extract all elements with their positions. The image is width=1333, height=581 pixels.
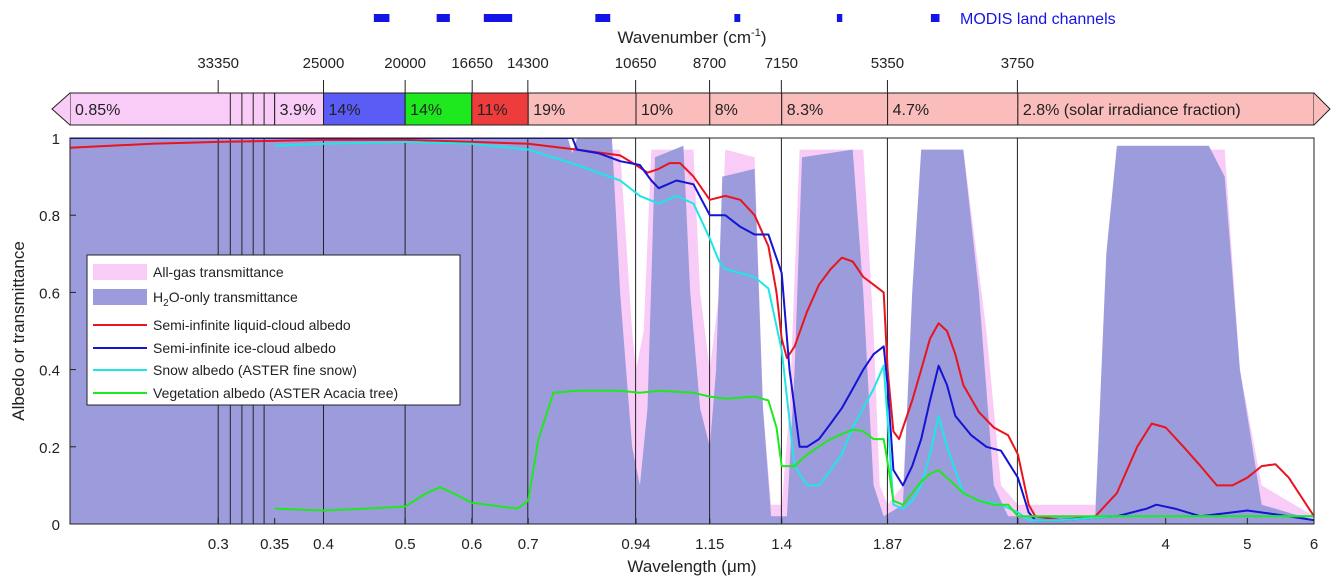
transmittance-areas [70,138,1314,524]
x-tick-label: 0.4 [313,536,334,553]
modis-channel-2 [483,14,513,22]
y-tick-label: 0.8 [39,208,60,225]
area-series-1 [70,138,1314,524]
modis-channels [373,14,940,22]
solar-band-label: 19% [533,102,565,119]
solar-band-9 [887,92,1019,126]
solar-band-bar: 0.85% 3.9% 14% 14% 11% 19% 10% 8% 8.3% 4.7% 2.8% (… [51,92,1331,126]
wavenumber-tick-label: 5350 [871,55,904,72]
x-tick-label: 5 [1243,536,1251,553]
wavenumber-tick-label: 3750 [1001,55,1034,72]
wavenumber-tick-label: 33350 [197,55,239,72]
solar-band-label: 2.8% (solar irradiance fraction) [1023,102,1241,119]
x-tick-label: 1.4 [771,536,792,553]
solar-band-2 [323,92,406,126]
wavenumber-tick-label: 7150 [765,55,798,72]
solar-band-label: 3.9% [280,102,316,119]
solar-band-label: 14% [329,102,361,119]
wavenumber-tick-label: 10650 [615,55,657,72]
solar-band-0 [69,92,276,126]
solar-band-7 [709,92,783,126]
x-axis-label: Wavelength (μm) [627,557,756,576]
x-tick-label: 0.35 [260,536,289,553]
top-axis-label: Wavenumber (cm-1) [618,27,767,47]
x-tick-label: 2.67 [1003,536,1032,553]
legend-label-0: All-gas transmittance [153,264,284,280]
legend-swatch-1 [93,289,147,305]
y-tick-label: 0 [52,517,60,534]
y-tick-label: 0.2 [39,440,60,457]
solar-band-label: 14% [410,102,442,119]
x-tick-label: 0.3 [208,536,229,553]
wavenumber-tick-label: 20000 [384,55,426,72]
x-axis: 0.3 0.35 0.4 0.5 0.6 0.7 0.94 1.15 1.4 1.87 2.67 4 5… [208,518,1318,553]
x-tick-label: 0.6 [461,536,482,553]
line-series-0 [70,138,1314,522]
wavenumber-tick-label: 8700 [693,55,726,72]
x-tick-label: 6 [1310,536,1318,553]
legend-label-2: Semi-infinite liquid-cloud albedo [153,317,351,333]
solar-band-label: 10% [641,102,673,119]
modis-channel-4 [734,14,741,22]
solar-band-10 [1017,92,1315,126]
legend-label-4: Snow albedo (ASTER fine snow) [153,362,357,378]
wavenumber-axis: 33350 25000 20000 16650 14300 10650 8700 7150 53… [197,55,1034,93]
x-tick-label: 4 [1162,536,1170,553]
legend-box [86,254,461,406]
legend-label-3: Semi-infinite ice-cloud albedo [153,340,336,356]
modis-channel-1 [436,14,450,22]
x-tick-label: 0.94 [621,536,650,553]
modis-channel-3 [595,14,611,22]
solar-band-label: 4.7% [893,102,929,119]
modis-channel-0 [373,14,390,22]
legend-swatch-0 [93,264,147,280]
legend-label-1: H2O-only transmittance [153,289,298,309]
legend-label-5: Vegetation albedo (ASTER Acacia tree) [153,385,398,401]
y-tick-label: 1 [52,131,60,148]
solar-band-label: 0.85% [75,102,120,119]
band-bar-right-arrow [1313,92,1331,126]
legend: All-gas transmittance H2O-only transmitta… [86,254,461,406]
albedo-lines [70,138,1314,522]
line-series-3 [274,389,1314,518]
band-bar-left-arrow [51,92,71,126]
solar-band-1 [274,92,325,126]
line-series-2 [274,140,1314,522]
modis-channel-5 [836,14,843,22]
solar-band-3 [404,92,473,126]
wavenumber-tick-label: 16650 [451,55,493,72]
solar-band-label: 8% [715,102,738,119]
x-tick-label: 0.5 [395,536,416,553]
y-tick-label: 0.6 [39,285,60,302]
y-tick-label: 0.4 [39,363,60,380]
x-tick-label: 1.15 [695,536,724,553]
solar-band-5 [527,92,637,126]
solar-band-label: 11% [477,102,508,119]
y-axis: 0 0.2 0.4 0.6 0.8 1 [39,131,76,534]
x-tick-label: 1.87 [873,536,902,553]
solar-band-6 [635,92,711,126]
solar-band-label: 8.3% [787,102,823,119]
modis-label: MODIS land channels [960,11,1116,28]
y-axis-label: Albedo or transmittance [9,241,28,421]
wavenumber-tick-label: 25000 [303,55,345,72]
solar-band-8 [781,92,889,126]
plot-frame [69,137,1315,525]
wavenumber-tick-label: 14300 [507,55,549,72]
modis-channel-6 [930,14,940,22]
x-tick-label: 0.7 [518,536,539,553]
